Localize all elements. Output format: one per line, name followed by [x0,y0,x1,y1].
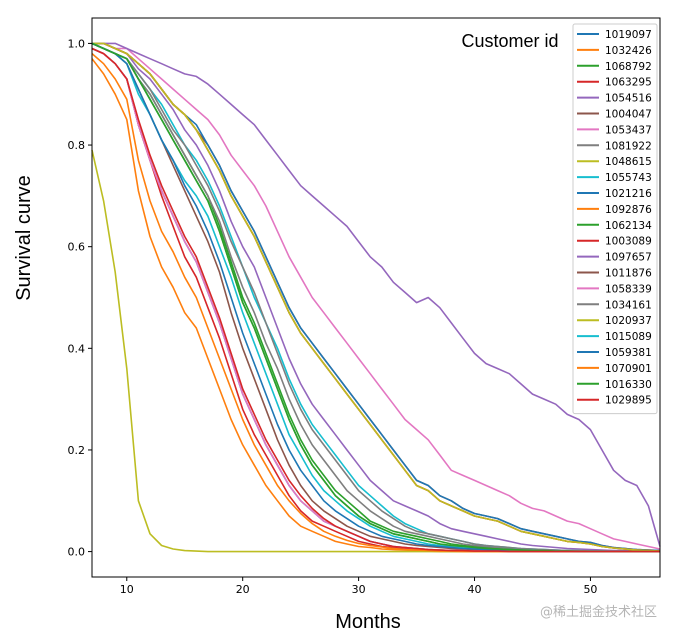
legend-entry-1068792: 1068792 [605,61,652,73]
legend-entry-1029895: 1029895 [605,395,652,407]
legend-entry-1081922: 1081922 [605,140,652,152]
axes-frame [91,17,661,578]
legend-entry-1019097: 1019097 [605,29,652,41]
legend-entry-1053437: 1053437 [605,124,652,136]
legend-entry-1062134: 1062134 [605,220,652,232]
legend-entry-1058339: 1058339 [605,283,652,295]
legend-entry-1097657: 1097657 [605,252,652,264]
y-tick-label: 1.0 [68,37,86,50]
y-tick-label: 0.6 [68,241,86,254]
legend-entries: 1019097 1032426 1068792 1063295 1054516 10040… [577,29,652,407]
y-tick-label: 0.2 [68,444,86,457]
legend-entry-1063295: 1063295 [605,77,652,89]
legend-entry-1059381: 1059381 [605,347,652,359]
x-tick-label: 10 [120,583,134,596]
y-tick-label: 0.4 [68,342,86,355]
series-line-1097657 [92,42,661,547]
series-line-1053437 [92,42,661,550]
legend: Customer id 1019097 1032426 1068792 1063295… [461,23,658,415]
legend-entry-1003089: 1003089 [605,236,652,248]
y-axis-ticks: 0.0 0.2 0.4 0.6 0.8 1.0 [68,37,92,559]
legend-entry-1092876: 1092876 [605,204,652,216]
legend-entry-1004047: 1004047 [605,109,652,121]
series-line-1054516 [92,42,661,553]
legend-entry-1011876: 1011876 [605,268,652,280]
legend-entry-1015089: 1015089 [605,331,652,343]
x-tick-label: 30 [352,583,366,596]
x-axis-label: Months [335,611,401,633]
x-tick-label: 40 [468,583,482,596]
y-axis-label: Survival curve [13,175,35,301]
x-axis-ticks: 10 20 30 40 50 [120,577,597,596]
x-tick-label: 20 [236,583,250,596]
legend-entry-1032426: 1032426 [605,45,652,57]
legend-title: Customer id [461,31,558,51]
y-tick-label: 0.8 [68,139,86,152]
legend-entry-1020937: 1020937 [605,315,652,327]
y-tick-label: 0.0 [68,546,86,559]
series-line-1020937 [92,42,661,552]
legend-entry-1034161: 1034161 [605,299,652,311]
legend-entry-1048615: 1048615 [605,156,652,168]
series-line-1029895 [91,47,660,553]
legend-entry-1054516: 1054516 [605,93,652,105]
watermark-text: @稀土掘金技术社区 [540,604,657,620]
x-tick-label: 50 [583,583,597,596]
legend-entry-1055743: 1055743 [605,172,652,184]
series-lines [91,42,661,553]
legend-box [572,23,658,415]
legend-entry-1070901: 1070901 [605,363,652,375]
legend-entry-1021216: 1021216 [605,188,652,200]
legend-entry-1016330: 1016330 [605,379,652,391]
